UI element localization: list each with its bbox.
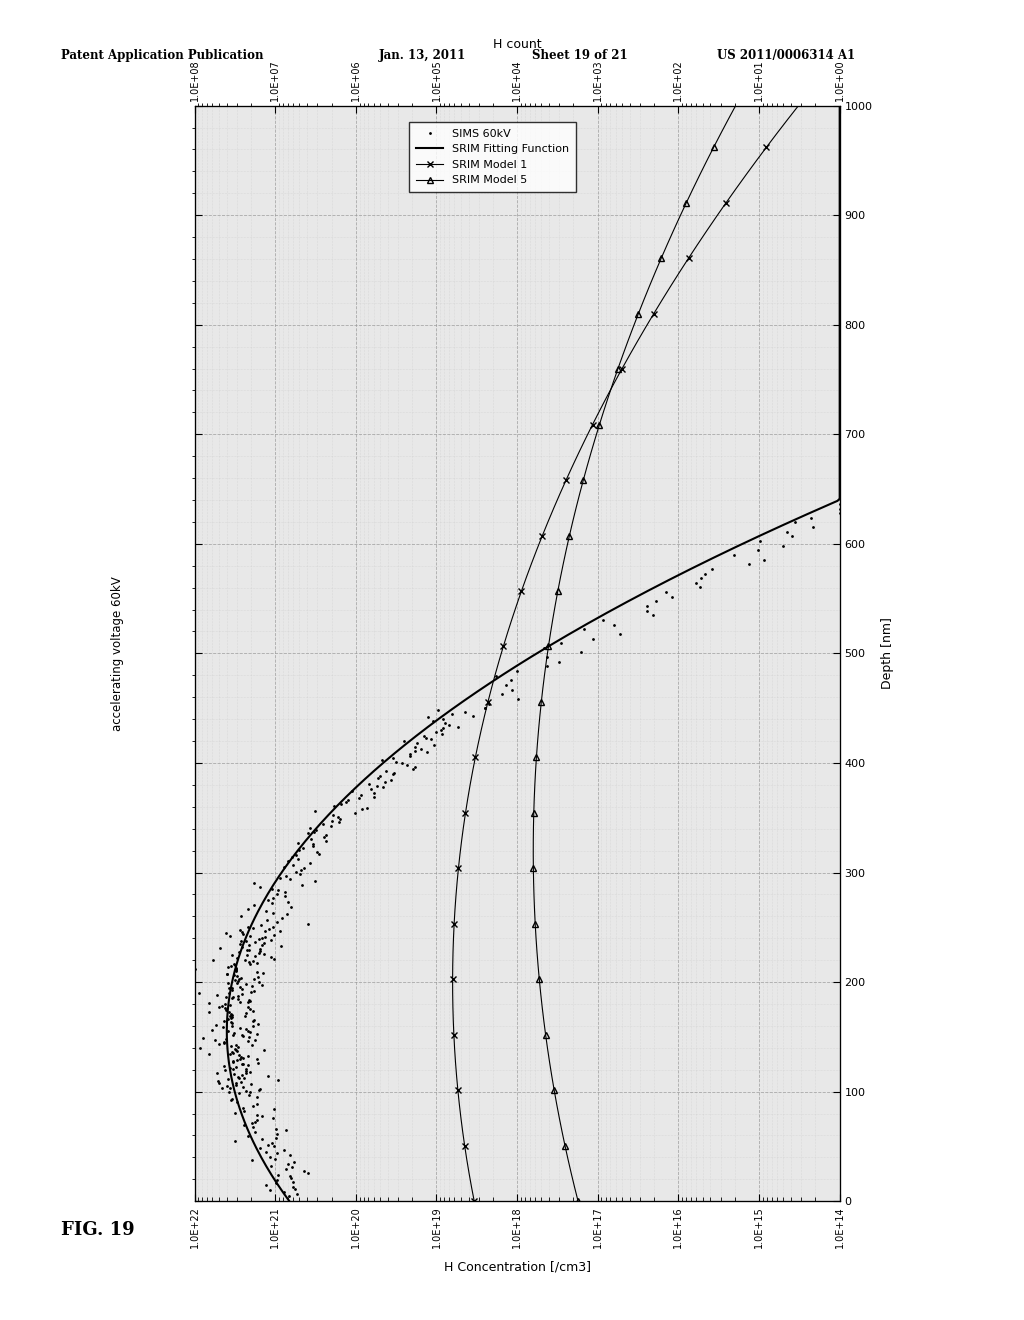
Line: SIMS 60kV: SIMS 60kV xyxy=(194,158,841,1197)
SRIM Model 5 xyxy=(573,486,586,502)
SRIM Model 5 xyxy=(563,528,575,544)
SRIM Model 5 xyxy=(585,445,597,461)
SIMS 60kV xyxy=(230,1077,243,1093)
Text: Sheet 19 of 21: Sheet 19 of 21 xyxy=(532,49,628,62)
Legend: SIMS 60kV, SRIM Fitting Function, SRIM Model 1, SRIM Model 5: SIMS 60kV, SRIM Fitting Function, SRIM M… xyxy=(409,123,577,193)
SIMS 60kV xyxy=(283,1188,295,1204)
SRIM Fitting Function xyxy=(834,124,846,140)
SRIM Model 1 xyxy=(554,486,566,502)
SIMS 60kV xyxy=(427,713,439,729)
Text: H Concentration [/cm3]: H Concentration [/cm3] xyxy=(443,1261,591,1274)
SRIM Model 1 xyxy=(793,98,805,114)
SRIM Fitting Function xyxy=(487,673,500,689)
SRIM Fitting Function xyxy=(284,1193,296,1209)
SRIM Fitting Function xyxy=(609,601,622,616)
SRIM Model 1 xyxy=(572,445,585,461)
SRIM Model 1 xyxy=(537,528,549,544)
Line: SRIM Model 1: SRIM Model 1 xyxy=(450,102,802,1205)
SRIM Fitting Function xyxy=(834,98,846,114)
Text: Patent Application Publication: Patent Application Publication xyxy=(61,49,264,62)
SIMS 60kV xyxy=(834,153,846,169)
Text: US 2011/0006314 A1: US 2011/0006314 A1 xyxy=(717,49,855,62)
SRIM Fitting Function xyxy=(498,667,510,682)
SRIM Model 5 xyxy=(668,223,680,239)
SRIM Model 5 xyxy=(572,1193,585,1209)
SRIM Model 5 xyxy=(729,98,741,114)
SRIM Model 5 xyxy=(560,541,572,557)
SRIM Model 1 xyxy=(530,541,543,557)
SRIM Model 1 xyxy=(468,1193,480,1209)
Y-axis label: Depth [nm]: Depth [nm] xyxy=(881,618,894,689)
SIMS 60kV xyxy=(236,986,248,1002)
SRIM Model 1 xyxy=(700,223,713,239)
SRIM Fitting Function xyxy=(834,296,846,312)
SRIM Model 5 xyxy=(534,708,546,723)
Line: SRIM Fitting Function: SRIM Fitting Function xyxy=(227,106,840,1201)
SRIM Model 1 xyxy=(478,708,490,723)
SIMS 60kV xyxy=(263,1148,275,1164)
SIMS 60kV xyxy=(237,1056,249,1072)
SRIM Fitting Function xyxy=(725,541,737,557)
X-axis label: H count: H count xyxy=(493,38,542,51)
Line: SRIM Model 5: SRIM Model 5 xyxy=(529,102,739,1205)
Text: Jan. 13, 2011: Jan. 13, 2011 xyxy=(379,49,466,62)
SIMS 60kV xyxy=(276,911,289,927)
Text: FIG. 19: FIG. 19 xyxy=(61,1221,135,1239)
Text: accelerating voltage 60kV: accelerating voltage 60kV xyxy=(112,576,124,731)
